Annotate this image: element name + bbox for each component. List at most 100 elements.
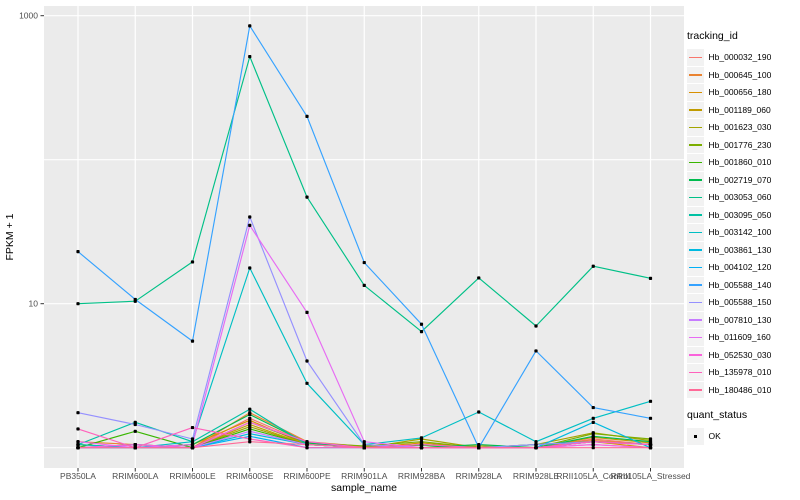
legend-key-box <box>687 381 704 398</box>
legend-line-swatch <box>688 91 702 94</box>
data-point <box>190 425 195 430</box>
data-point <box>591 405 595 410</box>
legend-key-box <box>687 189 704 206</box>
data-point <box>248 407 252 411</box>
legend-key-box <box>687 101 704 118</box>
legend-key-box <box>687 84 704 101</box>
x-tick-label: RRIM901LA <box>341 471 388 481</box>
y-tick-label: 1000 <box>19 11 38 21</box>
point-marker-icon <box>693 434 698 439</box>
data-point <box>248 420 252 424</box>
legend-line-swatch <box>688 301 702 304</box>
data-point <box>190 440 195 444</box>
legend-item-label: Hb_001189_060 <box>708 104 771 115</box>
legend-line-swatch <box>688 284 702 286</box>
data-point <box>305 114 309 118</box>
data-point <box>305 359 309 363</box>
data-point <box>305 381 309 385</box>
legend-line-swatch <box>688 74 702 76</box>
legend-item: Hb_004102_120 <box>687 259 799 276</box>
legend-line-swatch <box>688 266 702 269</box>
legend-item: Hb_003095_050 <box>687 206 799 223</box>
data-point <box>76 302 80 306</box>
legend-line-swatch <box>688 319 702 321</box>
data-point <box>76 411 80 415</box>
legend-item: Hb_000645_100 <box>687 66 799 83</box>
legend-line-swatch <box>688 336 702 339</box>
legend-item: Hb_005588_140 <box>687 276 799 293</box>
legend-line-swatch <box>688 161 702 164</box>
data-point <box>591 440 595 444</box>
data-point <box>305 195 309 199</box>
legend-key-box <box>687 276 704 293</box>
legend-line-swatch <box>688 214 702 216</box>
legend-item-label: Hb_000032_190 <box>708 52 772 63</box>
data-point <box>248 440 252 444</box>
legend-key-box <box>687 311 704 328</box>
data-point <box>248 266 252 270</box>
data-point <box>248 434 252 438</box>
legend-item-label: Hb_005588_140 <box>708 279 772 290</box>
x-tick-label: RRIM928BA <box>398 471 446 481</box>
data-point <box>190 446 195 450</box>
legend-item: Hb_007810_130 <box>687 311 799 328</box>
legend-line-swatch <box>688 109 702 111</box>
legend-line-swatch <box>688 249 702 251</box>
x-tick-label: RRIM600LA <box>112 471 159 481</box>
legend-key-box <box>687 154 704 171</box>
legend-item-label: Hb_001623_030 <box>708 122 772 133</box>
legend-item-label: Hb_000645_100 <box>708 69 772 80</box>
legend-item: Hb_001860_010 <box>687 154 799 171</box>
data-point <box>76 250 80 254</box>
data-point <box>534 440 538 444</box>
legend-key-box <box>687 171 704 188</box>
data-point <box>591 416 595 420</box>
legend-line-swatch <box>688 354 702 356</box>
data-point <box>419 443 424 447</box>
data-point <box>305 446 309 450</box>
data-point <box>248 437 252 441</box>
legend-item: Hb_011609_160 <box>687 329 799 346</box>
data-point <box>133 422 137 427</box>
legend-item-label: Hb_180486_010 <box>708 384 772 395</box>
data-point <box>477 446 481 450</box>
data-point <box>133 446 137 450</box>
data-point <box>477 276 481 280</box>
data-point <box>76 440 80 444</box>
legend-item-label: Hb_003861_130 <box>708 244 772 255</box>
data-point <box>648 437 653 441</box>
legend-key-box <box>687 119 704 136</box>
x-tick-label: RRIM600PE <box>283 471 331 481</box>
legend-key-box <box>687 294 704 311</box>
data-point <box>76 427 80 431</box>
legend-item: Hb_003142_100 <box>687 224 799 241</box>
data-point <box>419 436 424 440</box>
legend-item-label: OK <box>708 431 721 442</box>
legend-item: Hb_001776_230 <box>687 136 799 153</box>
legend-item-label: Hb_000656_180 <box>708 87 772 98</box>
legend2-title: quant_status <box>687 409 748 421</box>
legend-items-quant-status: OK <box>687 428 799 445</box>
data-point <box>648 399 653 403</box>
x-tick-label: RRII105LA_Control <box>556 471 630 481</box>
legend-item: Hb_002719_070 <box>687 171 799 188</box>
x-axis-title: sample_name <box>331 482 397 494</box>
legend-key-box <box>687 259 704 276</box>
legend-line-swatch <box>688 196 702 199</box>
data-point <box>305 443 309 447</box>
data-point <box>248 54 252 59</box>
data-point <box>190 339 195 343</box>
legend-line-swatch <box>688 144 702 146</box>
data-point <box>248 215 252 219</box>
legend-item: Hb_005588_150 <box>687 294 799 311</box>
legend-item: Hb_003053_060 <box>687 189 799 206</box>
legend-key-box <box>687 224 704 241</box>
data-point <box>477 410 481 414</box>
legend-item: Hb_001623_030 <box>687 119 799 136</box>
legend-item: Hb_003861_130 <box>687 241 799 258</box>
data-point <box>648 440 653 444</box>
legend-item: Hb_000032_190 <box>687 49 799 66</box>
legend-item: Hb_000656_180 <box>687 84 799 101</box>
data-point <box>419 440 424 444</box>
legend-key-box <box>687 49 704 66</box>
